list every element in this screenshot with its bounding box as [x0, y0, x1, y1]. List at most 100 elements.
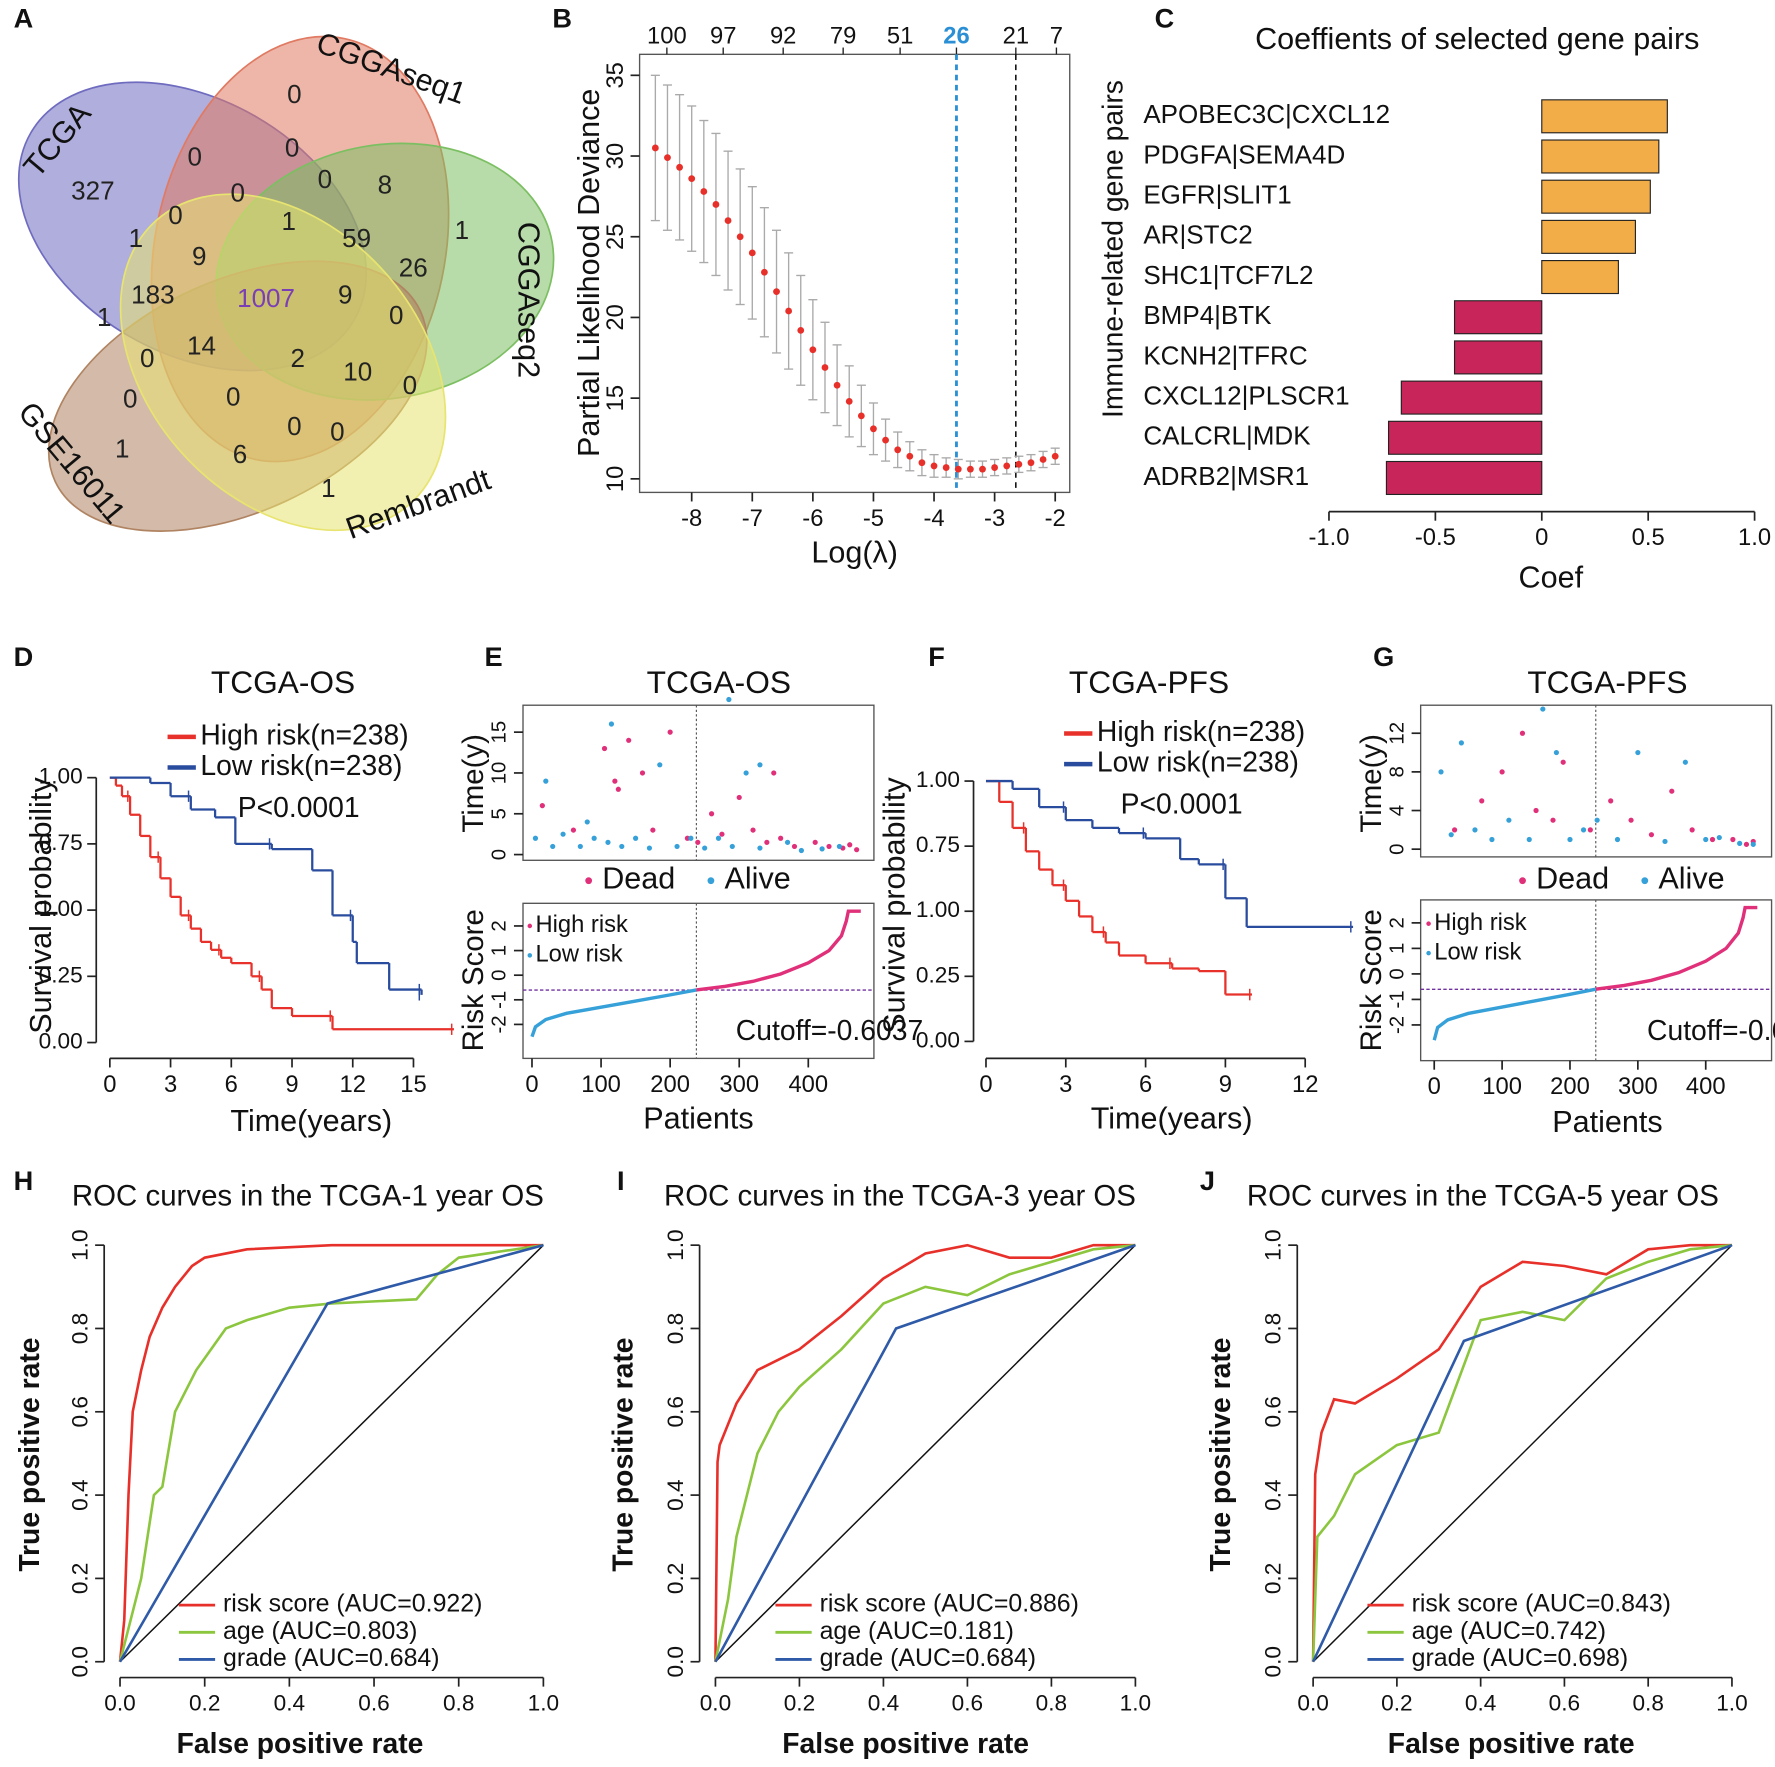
legend-label: Low risk: [1434, 938, 1521, 965]
point: [1027, 459, 1035, 467]
x-axis-label: False positive rate: [782, 1727, 1029, 1759]
point: [1519, 730, 1526, 736]
roc-curve: [714, 1243, 1136, 1662]
x-tick-label: 0.2: [189, 1691, 220, 1716]
x-tick-label: 0.4: [274, 1691, 305, 1716]
y-tick-label: -1: [489, 991, 511, 1009]
venn-count: 0: [287, 411, 301, 441]
point: [1553, 749, 1560, 756]
bar: [1453, 340, 1543, 375]
x-tick-label: 300: [719, 1071, 759, 1098]
y-axis-label: Time(y): [1355, 734, 1388, 833]
cutoff-label: Cutoff=-0.6037: [736, 1014, 923, 1046]
y-tick-label: 35: [602, 62, 629, 88]
y-tick-label: 15: [489, 721, 511, 744]
point: [1560, 759, 1566, 765]
top-tick-label: 26: [943, 23, 969, 50]
y-axis-label: Risk Score: [1355, 909, 1388, 1051]
y-tick-label: 0.0: [68, 1646, 93, 1677]
point: [1472, 827, 1478, 833]
point: [1709, 836, 1716, 843]
x-tick-label: 1.0: [1120, 1691, 1151, 1716]
y-tick-label: 0.2: [663, 1563, 688, 1594]
y-tick-label: 0.6: [68, 1396, 93, 1427]
point: [826, 843, 832, 850]
chart-title: TCGA-OS: [647, 664, 791, 700]
y-axis-label: Risk Score: [457, 909, 490, 1051]
point: [1550, 817, 1556, 823]
point: [1635, 749, 1641, 756]
point: [646, 845, 653, 851]
point: [657, 762, 663, 768]
y-tick-label: 0.4: [68, 1479, 93, 1510]
x-tick-label: 0.2: [784, 1691, 815, 1716]
venn-count: 1: [97, 302, 111, 332]
venn-count: 1: [115, 433, 129, 463]
category-label: AR|STC2: [1143, 220, 1252, 250]
chart-title: ROC curves in the TCGA-5 year OS: [1247, 1179, 1719, 1212]
y-tick-label: 1.00: [39, 764, 83, 789]
point: [979, 465, 986, 473]
x-tick-label: 200: [1550, 1073, 1590, 1100]
point: [736, 233, 744, 241]
y-tick-label: 0.00: [916, 1027, 960, 1052]
panel-letter: A: [14, 3, 34, 34]
y-tick-label: -2: [489, 1015, 511, 1033]
point: [688, 175, 696, 183]
point: [798, 847, 804, 854]
venn-count: 1007: [237, 283, 295, 313]
venn-count: 1: [321, 473, 335, 503]
y-tick-label: 4: [1386, 805, 1408, 816]
y-tick-label: 1.00: [916, 897, 960, 922]
x-tick-label: 0.2: [1381, 1691, 1412, 1716]
x-tick-label: 12: [1292, 1071, 1318, 1098]
risk-curve: [1595, 905, 1758, 991]
y-tick-label: 8: [1386, 766, 1408, 777]
x-tick-label: 1.0: [1738, 524, 1771, 551]
point: [797, 326, 805, 334]
venn-count: 0: [123, 384, 137, 414]
point: [1648, 832, 1655, 838]
top-tick-label: 51: [887, 23, 913, 50]
point: [819, 846, 825, 852]
point: [784, 839, 791, 845]
point: [882, 436, 889, 444]
point: [757, 762, 763, 768]
legend-swatch: [527, 923, 533, 929]
point: [1506, 817, 1512, 823]
x-tick-label: 9: [285, 1071, 298, 1098]
point: [1479, 798, 1485, 804]
x-tick-label: 0: [979, 1071, 992, 1098]
point: [773, 288, 780, 296]
point: [1737, 840, 1743, 846]
risk-curve: [696, 909, 861, 992]
x-axis-label: Coef: [1519, 561, 1584, 595]
y-tick-label: 0: [1386, 844, 1408, 855]
legend-label: grade (AUC=0.684): [223, 1644, 440, 1672]
point: [676, 163, 683, 171]
x-tick-label: -7: [742, 505, 763, 532]
y-tick-label: 5: [489, 808, 511, 819]
x-tick-label: 1.0: [1716, 1691, 1747, 1716]
y-tick-label: 0.75: [39, 830, 83, 855]
x-tick-label: 0: [1428, 1073, 1441, 1100]
legend-label: High risk(n=238): [1097, 715, 1305, 747]
x-tick-label: 0.6: [358, 1691, 389, 1716]
legend-swatch: [1426, 921, 1431, 926]
y-tick-label: 1.0: [663, 1229, 688, 1260]
x-tick-label: -4: [923, 505, 944, 532]
point: [700, 188, 708, 195]
category-label: KCNH2|TFRC: [1143, 340, 1307, 370]
x-tick-label: 0: [1535, 524, 1548, 551]
legend-label: High risk: [1434, 909, 1527, 936]
point: [577, 843, 583, 850]
roc-curve: [1311, 1243, 1733, 1663]
y-tick-label: 15: [602, 385, 629, 411]
legend-label: risk score (AUC=0.843): [1412, 1590, 1671, 1618]
top-tick-label: 7: [1050, 23, 1063, 50]
y-tick-label: 1: [489, 945, 511, 956]
x-tick-label: 0: [103, 1071, 116, 1098]
chart-title: ROC curves in the TCGA-1 year OS: [72, 1179, 544, 1212]
p-value: P<0.0001: [238, 791, 360, 823]
